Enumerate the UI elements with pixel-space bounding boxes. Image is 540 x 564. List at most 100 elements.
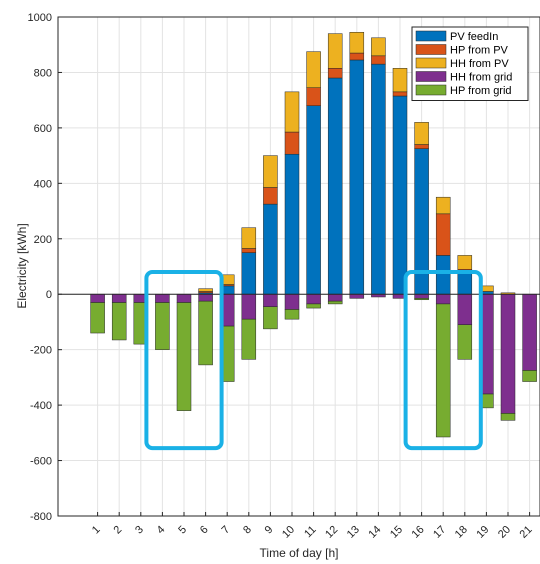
- x-tick-label: 1: [90, 524, 103, 537]
- y-tick-label: -200: [30, 345, 52, 357]
- bar-pv-feedin: [457, 271, 473, 295]
- bar-hh-from-grid: [522, 293, 537, 371]
- x-tick-label: 14: [366, 524, 383, 541]
- bar-hh-from-grid: [241, 293, 257, 320]
- y-tick-label: 200: [34, 234, 52, 246]
- x-tick-label: 11: [302, 524, 319, 541]
- legend-swatch-hp-from-grid: [415, 84, 447, 96]
- bar-hh-from-pv: [263, 155, 278, 188]
- y-tick-label: -400: [30, 400, 52, 412]
- bar-hp-from-pv: [306, 87, 321, 106]
- bar-hh-from-pv: [435, 196, 451, 215]
- x-tick-label: 6: [198, 524, 211, 537]
- bar-hp-from-pv: [371, 55, 386, 65]
- legend-swatch-pv-feedin: [415, 30, 447, 42]
- legend-label-pv-feedin: PV feedIn: [450, 31, 498, 43]
- x-tick-label: 15: [388, 524, 405, 541]
- bar-hh-from-grid: [155, 293, 170, 303]
- bar-hp-from-grid: [111, 302, 127, 341]
- x-tick-label: 5: [176, 524, 189, 537]
- legend-swatch-hp-from-pv: [415, 44, 447, 55]
- bar-hh-from-grid: [176, 293, 192, 303]
- legend-swatch-hh-from-grid: [415, 71, 447, 82]
- bar-hh-from-grid: [263, 293, 278, 307]
- bar-hh-from-grid: [198, 293, 213, 302]
- x-tick-label: 16: [410, 524, 427, 541]
- bar-hp-from-grid: [176, 302, 192, 411]
- bar-pv-feedin: [371, 63, 386, 295]
- x-tick-label: 19: [474, 524, 491, 541]
- bar-hp-from-pv: [327, 68, 343, 79]
- bar-pv-feedin: [263, 203, 278, 295]
- bar-hp-from-grid: [198, 300, 213, 366]
- bar-hh-from-grid: [414, 293, 429, 299]
- bar-hp-from-pv: [241, 248, 257, 253]
- plot-frame: [57, 16, 540, 517]
- bar-hh-from-grid: [349, 293, 365, 299]
- x-tick-label: 20: [496, 524, 513, 541]
- bar-hp-from-grid: [414, 298, 429, 301]
- x-tick-label: 12: [323, 524, 340, 541]
- bar-hp-from-pv: [263, 187, 278, 205]
- bar-hp-from-grid: [522, 370, 537, 382]
- bar-pv-feedin: [392, 95, 408, 295]
- y-tick-label: -800: [30, 511, 52, 523]
- x-tick-label: 3: [133, 524, 146, 537]
- y-tick-label: 800: [34, 67, 52, 79]
- bar-hh-from-pv: [457, 255, 473, 270]
- legend-swatch-hh-from-pv: [415, 57, 447, 69]
- bar-hh-from-pv: [414, 122, 429, 145]
- bar-pv-feedin: [327, 77, 343, 295]
- legend-label-hh-from-pv: HH from PV: [450, 58, 509, 70]
- bar-hh-from-pv: [198, 288, 213, 292]
- bar-hp-from-grid: [327, 300, 343, 305]
- y-tick-label: 400: [34, 178, 52, 190]
- legend-label-hh-from-grid: HH from grid: [450, 72, 512, 84]
- x-axis-label: Time of day [h]: [260, 546, 339, 560]
- bar-hh-from-pv: [349, 31, 365, 54]
- bar-hh-from-grid: [457, 293, 473, 325]
- bar-hh-from-pv: [327, 33, 343, 69]
- bar-hp-from-grid: [155, 302, 170, 350]
- bar-hp-from-grid: [90, 302, 105, 334]
- bar-pv-feedin: [435, 255, 451, 295]
- x-tick-label: 21: [518, 524, 535, 541]
- bar-pv-feedin: [241, 252, 257, 295]
- bar-hh-from-grid: [500, 293, 516, 414]
- bar-hh-from-pv: [241, 227, 257, 249]
- highlight-box: [403, 270, 483, 451]
- bar-hh-from-pv: [392, 68, 408, 93]
- bars: [90, 31, 537, 438]
- x-tick-label: 18: [453, 524, 470, 541]
- bar-hp-from-pv: [349, 52, 365, 61]
- bar-hh-from-pv: [284, 91, 300, 133]
- x-tick-label: 10: [280, 524, 297, 541]
- y-tick-label: -600: [30, 456, 52, 468]
- bar-hh-from-grid: [327, 293, 343, 302]
- bar-hp-from-grid: [241, 318, 257, 360]
- bar-hp-from-grid: [284, 309, 300, 320]
- legend-label-hp-from-pv: HP from PV: [450, 45, 509, 57]
- bar-hh-from-grid: [90, 293, 105, 303]
- x-tick-label: 9: [263, 524, 276, 537]
- bar-hp-from-grid: [435, 303, 451, 438]
- bar-hh-from-grid: [435, 293, 451, 305]
- x-tick-label: 13: [345, 524, 362, 541]
- highlight-box: [144, 270, 224, 451]
- x-tick-label: 7: [220, 524, 233, 537]
- bar-hp-from-pv: [392, 91, 408, 97]
- bar-hh-from-grid: [111, 293, 127, 303]
- y-axis-label: Electricity [kWh]: [15, 223, 29, 308]
- x-tick-label: 4: [155, 524, 168, 537]
- bar-hh-from-grid: [306, 293, 321, 305]
- bar-pv-feedin: [349, 59, 365, 295]
- y-tick-labels: -800 -600 -400 -200 0 200 400 600 800 1000: [28, 12, 62, 523]
- bar-pv-feedin: [306, 105, 321, 295]
- bar-hp-from-grid: [457, 324, 473, 360]
- bar-hh-from-pv: [371, 37, 386, 57]
- legend-label-hp-from-grid: HP from grid: [450, 85, 512, 97]
- x-tick-label: 8: [241, 524, 254, 537]
- bar-hh-from-grid: [284, 293, 300, 310]
